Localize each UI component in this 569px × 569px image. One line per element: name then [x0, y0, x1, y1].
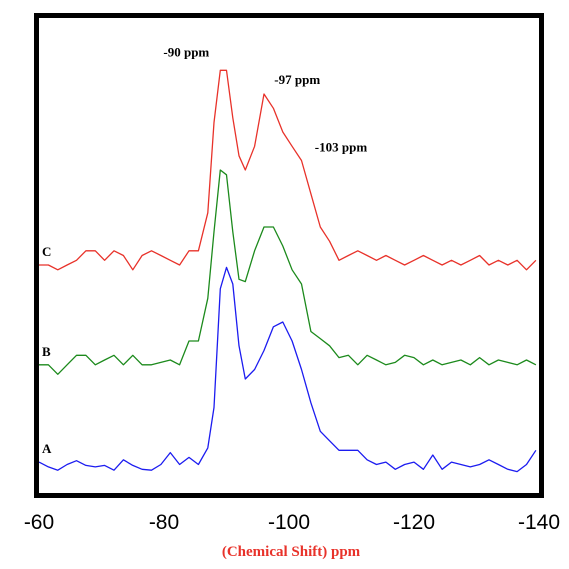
series-labels: A B C	[42, 244, 52, 456]
series-label-a: A	[42, 441, 52, 456]
peak-annotation: -90 ppm	[163, 44, 209, 59]
x-tick-label: -140	[518, 511, 560, 534]
peak-annotations: -90 ppm -97 ppm -103 ppm	[163, 44, 367, 154]
series-line-c	[39, 69, 537, 271]
series-label-b: B	[42, 344, 51, 359]
x-tick-label: -120	[393, 511, 435, 534]
x-tick-label: -60	[24, 511, 54, 534]
series-line-b	[39, 169, 537, 375]
series-lines	[38, 69, 537, 473]
x-tick-label: -100	[268, 511, 310, 534]
peak-annotation: -103 ppm	[315, 139, 368, 154]
series-label-c: C	[42, 244, 51, 259]
x-tick-label: -80	[149, 511, 179, 534]
peak-annotation: -97 ppm	[274, 72, 320, 87]
x-axis-label-part: (Chemical Shift)	[222, 544, 327, 560]
series-line-a	[38, 266, 537, 473]
x-axis-label-unit: ppm	[327, 544, 360, 560]
x-axis-ticks: -60 -80 -100 -120 -140	[24, 511, 560, 534]
plot-frame	[34, 13, 544, 498]
x-axis-label: (Chemical Shift) ppm	[222, 544, 361, 560]
